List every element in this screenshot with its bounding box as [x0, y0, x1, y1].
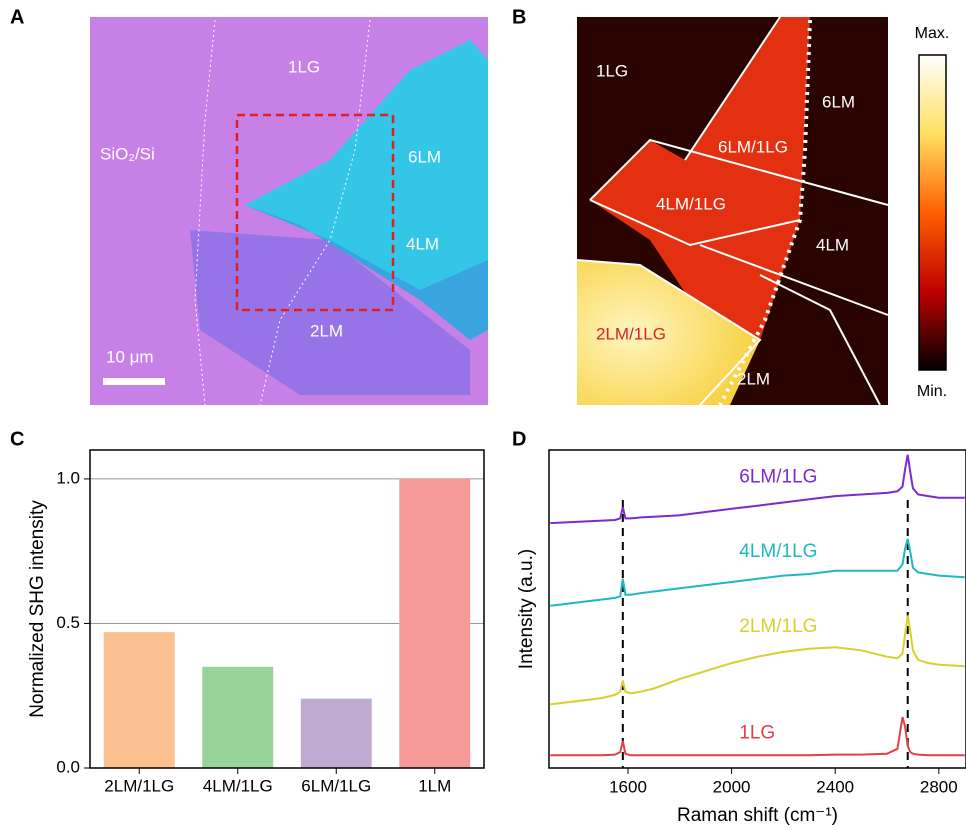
panel-letter: C	[10, 428, 24, 450]
label: SiO₂/Si	[100, 144, 155, 163]
scale-bar	[103, 378, 165, 385]
panel-b: B 1LG 6LM 6LM/1LG 4LM/1LG 4LM 2LM 2LM/1L…	[512, 6, 950, 406]
x-tick-label: 6LM/1LG	[301, 776, 371, 795]
spectrum	[550, 538, 965, 607]
charts: C 0.0 0.5 1.0 2LM/1LG 4LM/1LG 6LM/1LG 1LM Normal…	[10, 428, 966, 826]
label: 4LM	[816, 235, 849, 254]
panel-letter: B	[512, 6, 526, 28]
axes-frame	[89, 449, 485, 769]
series-label: 2LM/1LG	[739, 616, 817, 637]
flake-4lm	[245, 205, 488, 340]
colorbar-max: Max.	[915, 25, 950, 42]
flake-6lm	[245, 40, 488, 300]
label: 2LM/1LG	[596, 324, 666, 343]
bar	[300, 698, 372, 768]
label: 1LG	[596, 61, 628, 80]
y-tick-label: 0.0	[56, 757, 80, 776]
label: 6LM/1LG	[718, 137, 788, 156]
series-label: 4LM/1LG	[739, 541, 817, 562]
spectrum	[550, 716, 965, 757]
x-axis-label: Raman shift (cm⁻¹)	[677, 805, 838, 826]
colorbar-min: Min.	[917, 383, 947, 400]
panel-a: A 1LG SiO₂/Si 6LM 4LM 2LM 10 μm	[10, 6, 488, 406]
y-tick-label: 0.5	[56, 613, 80, 632]
label: 6LM	[822, 92, 855, 111]
panel-letter: A	[10, 6, 24, 28]
x-tick-label: 2800	[920, 777, 958, 796]
bar	[399, 478, 471, 768]
series-label: 1LG	[739, 722, 775, 743]
x-tick-label: 2400	[816, 777, 854, 796]
scale-bar-label: 10 μm	[106, 347, 154, 366]
spectrum	[550, 454, 965, 525]
panel-letter: D	[512, 428, 526, 450]
x-tick-label: 2000	[713, 777, 751, 796]
axes-frame	[548, 449, 966, 769]
label: 4LM/1LG	[656, 194, 726, 213]
x-tick-label: 4LM/1LG	[203, 776, 273, 795]
y-axis-label: Intensity (a.u.)	[516, 549, 537, 669]
y-tick-label: 1.0	[56, 468, 80, 487]
y-axis-label: Normalized SHG intensity	[27, 500, 48, 718]
x-tick-label: 2LM/1LG	[104, 776, 174, 795]
label: 2LM	[737, 369, 770, 388]
flake-2lm	[190, 230, 470, 395]
colorbar	[918, 54, 947, 371]
boundary	[194, 19, 216, 406]
label: 4LM	[406, 234, 439, 253]
outlines	[576, 16, 889, 406]
boundary	[718, 19, 812, 406]
series-label: 6LM/1LG	[739, 466, 817, 487]
roi-box	[235, 113, 395, 312]
x-tick-label: 1LM	[418, 776, 451, 795]
bar	[202, 666, 274, 768]
region	[577, 260, 760, 405]
spectrum	[550, 615, 965, 706]
bar	[103, 632, 175, 768]
label: 6LM	[408, 147, 441, 166]
label: 2LM	[310, 321, 343, 340]
label: 1LG	[288, 57, 320, 76]
x-tick-label: 1600	[609, 777, 647, 796]
region	[590, 17, 810, 405]
